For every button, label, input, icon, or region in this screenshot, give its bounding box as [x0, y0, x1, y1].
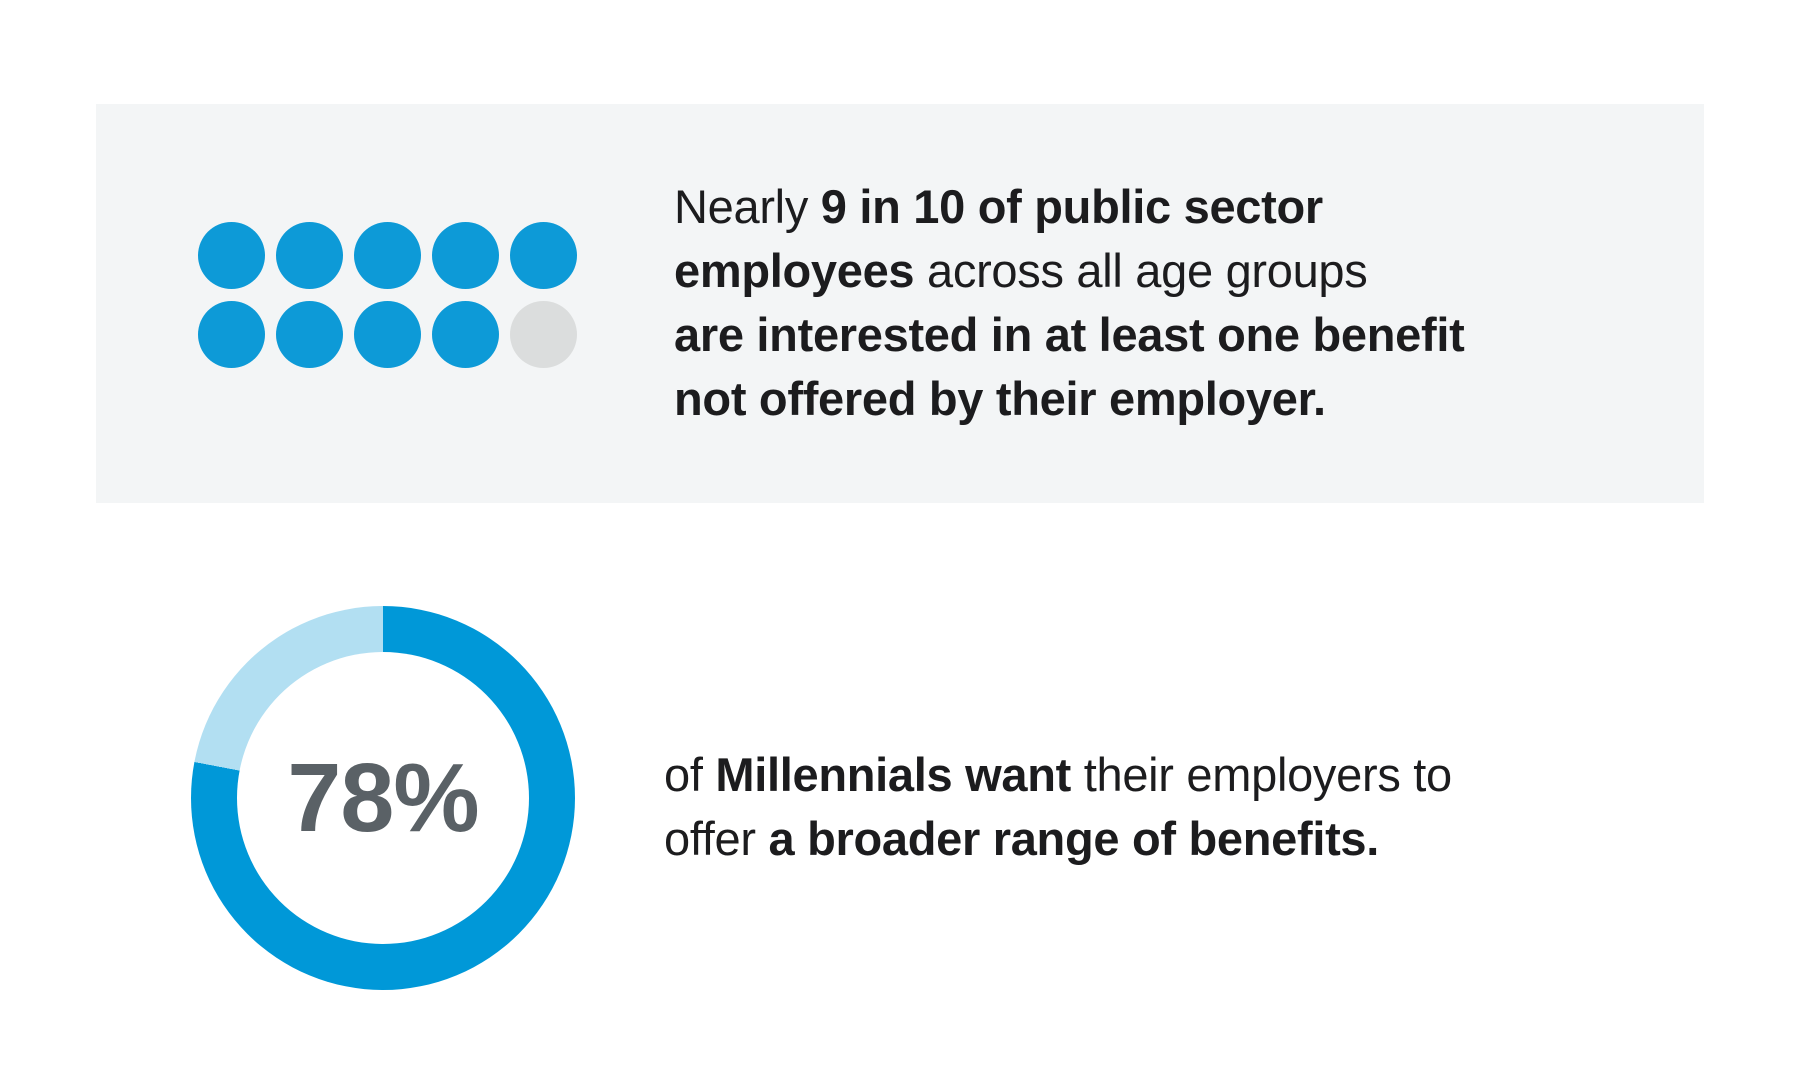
text-segment-bold: not offered by their employer. — [674, 372, 1326, 425]
dot-filled — [276, 301, 343, 368]
text-segment: across all age groups — [914, 244, 1368, 297]
statement-millennials: of Millennials want their employers to of… — [664, 743, 1452, 871]
stat-panel-nine-in-ten — [96, 104, 1704, 503]
text-segment-bold: are interested in at least one benefit — [674, 308, 1465, 361]
dot-filled — [198, 222, 265, 289]
text-segment-bold: a broader range of benefits. — [768, 812, 1380, 865]
text-segment-bold: 9 in 10 of public sector — [820, 180, 1323, 233]
text-line: offer a broader range of benefits. — [664, 807, 1452, 871]
text-line: are interested in at least one benefit — [674, 303, 1465, 367]
statement-nine-in-ten: Nearly 9 in 10 of public sector employees… — [674, 175, 1465, 431]
dot-filled — [276, 222, 343, 289]
donut-hole: 78% — [237, 652, 529, 944]
donut-chart-78-percent: 78% — [191, 606, 575, 990]
dot-filled — [198, 301, 265, 368]
donut-percentage-label: 78% — [287, 743, 479, 852]
text-segment-bold: Millennials want — [715, 748, 1071, 801]
text-line: Nearly 9 in 10 of public sector — [674, 175, 1464, 239]
text-line: employees across all age groups — [674, 239, 1464, 303]
text-segment: Nearly — [674, 180, 821, 233]
dot-filled — [432, 301, 499, 368]
text-segment: offer — [664, 812, 769, 865]
dot-empty — [510, 301, 577, 368]
text-line: of Millennials want their employers to — [664, 743, 1452, 807]
text-segment-bold: employees — [674, 244, 915, 297]
dot-filled — [354, 301, 421, 368]
dot-filled — [432, 222, 499, 289]
dot-filled — [354, 222, 421, 289]
text-segment: of — [664, 748, 716, 801]
dot-filled — [510, 222, 577, 289]
dot-pictogram-chart — [198, 222, 582, 368]
text-segment: their employers to — [1070, 748, 1452, 801]
text-line: not offered by their employer. — [674, 367, 1464, 431]
